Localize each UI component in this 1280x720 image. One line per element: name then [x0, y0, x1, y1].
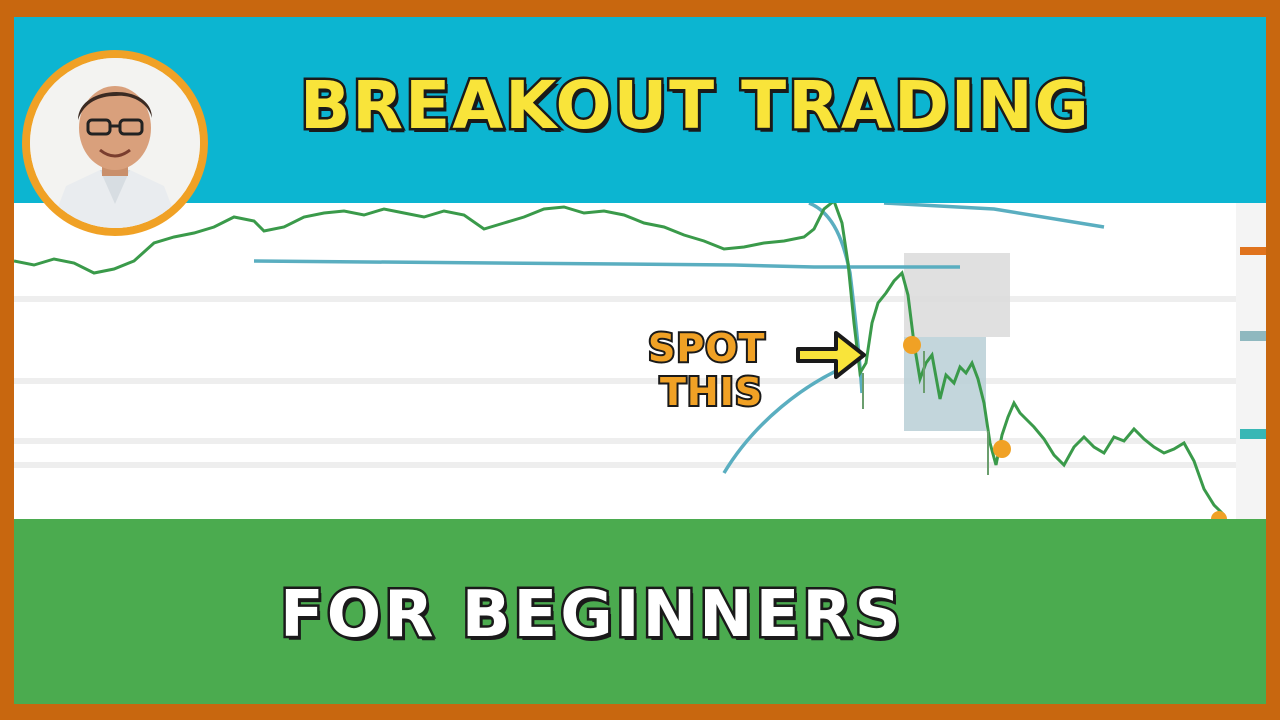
- presenter-photo: [30, 58, 200, 228]
- callout-this: THIS: [658, 369, 764, 415]
- top-banner: BREAKOUT TRADING: [14, 17, 1266, 203]
- price-chart: [14, 203, 1266, 519]
- presenter-avatar: [22, 50, 208, 236]
- thumbnail-canvas: BREAKOUT TRADING: [14, 17, 1266, 704]
- callout-spot: SPOT: [646, 325, 766, 371]
- subheadline-text: FOR BEGINNERS: [278, 576, 904, 655]
- chart-gridlines: [14, 296, 1266, 468]
- avatar: [30, 58, 200, 228]
- chart-svg: [14, 203, 1266, 519]
- price-marker-orange: [1240, 247, 1266, 255]
- price-scale: [1236, 203, 1266, 519]
- candle-wicks: [862, 351, 989, 475]
- price-marker-grey: [1240, 331, 1266, 341]
- price-marker-teal: [1240, 429, 1266, 439]
- price-line-spike: [833, 203, 1226, 517]
- signal-markers: [903, 336, 1227, 519]
- headline-text: BREAKOUT TRADING: [298, 65, 1092, 147]
- spot-this-callout: SPOT THIS: [634, 309, 884, 429]
- price-line-early: [14, 203, 834, 275]
- bottom-banner: FOR BEGINNERS: [14, 519, 1266, 704]
- right-arrow-icon: [796, 331, 866, 379]
